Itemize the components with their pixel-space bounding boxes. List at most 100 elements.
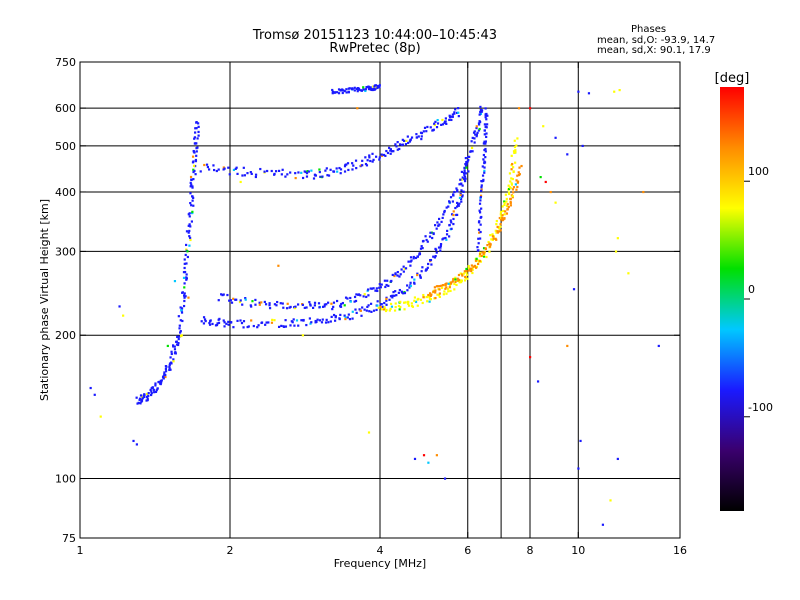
echo-point	[357, 87, 361, 90]
echo-point	[396, 148, 399, 151]
echo-point	[242, 320, 246, 323]
echo-point	[478, 259, 481, 263]
echo-point	[364, 89, 367, 93]
echo-point	[310, 321, 313, 324]
echo-point	[418, 252, 422, 255]
echo-point	[484, 125, 487, 128]
echo-point	[168, 365, 171, 369]
echo-point	[378, 156, 381, 159]
echo-point	[122, 314, 125, 317]
echo-point	[238, 300, 242, 304]
echo-point	[381, 305, 385, 308]
echo-point	[642, 190, 645, 194]
echo-point	[217, 168, 220, 171]
echo-point	[366, 159, 369, 162]
echo-point	[482, 178, 485, 181]
echo-point	[336, 91, 339, 94]
echo-point	[480, 186, 483, 189]
echo-point	[517, 171, 520, 174]
echo-point	[449, 115, 452, 118]
x-axis-label: Frequency [MHz]	[334, 557, 426, 570]
echo-point	[476, 131, 479, 134]
echo-point	[301, 176, 305, 180]
echo-point	[517, 107, 521, 110]
echo-point	[202, 322, 206, 325]
echo-point	[483, 161, 486, 165]
echo-point	[409, 264, 412, 267]
echo-point	[367, 87, 371, 91]
echo-point	[265, 321, 268, 324]
echo-point	[420, 135, 423, 138]
echo-point	[475, 135, 478, 138]
echo-point	[177, 315, 180, 318]
echo-point	[554, 201, 557, 204]
echo-point	[195, 127, 198, 130]
echo-point	[293, 324, 296, 327]
y-tick-label: 400	[55, 186, 76, 199]
echo-point	[425, 295, 429, 299]
echo-point	[193, 137, 196, 140]
echo-point	[514, 149, 517, 152]
echo-point	[389, 307, 392, 310]
echo-point	[473, 264, 476, 268]
echo-point	[289, 171, 292, 174]
echo-point	[378, 84, 381, 87]
echo-point	[394, 290, 397, 293]
echo-point	[461, 184, 464, 187]
echo-point	[383, 306, 386, 309]
echo-point	[139, 394, 143, 397]
echo-point	[254, 175, 257, 179]
echo-point	[439, 249, 442, 252]
echo-point	[176, 343, 180, 347]
echo-point	[407, 260, 410, 263]
echo-point	[484, 150, 487, 153]
echo-point	[286, 302, 289, 305]
echo-point	[420, 245, 423, 248]
echo-point	[250, 305, 253, 308]
echo-point	[429, 294, 432, 297]
echo-point	[378, 158, 381, 161]
echo-point	[395, 145, 398, 148]
echo-point	[478, 231, 481, 234]
echo-point	[339, 168, 343, 171]
echo-point	[273, 303, 277, 306]
echo-point	[404, 267, 408, 270]
echo-point	[457, 204, 460, 207]
echo-point	[156, 387, 159, 390]
echo-point	[436, 293, 439, 296]
echo-point	[479, 223, 482, 226]
echo-point	[191, 195, 194, 198]
echo-point	[459, 178, 462, 181]
echo-point	[360, 314, 363, 317]
echo-point	[477, 237, 480, 240]
echo-point	[226, 293, 229, 297]
echo-point	[434, 254, 437, 258]
echo-point	[609, 499, 612, 502]
echo-point	[307, 170, 310, 173]
echo-point	[507, 192, 511, 196]
echo-point	[463, 175, 467, 178]
echo-point	[503, 200, 506, 203]
echo-point	[483, 148, 486, 152]
echo-point	[407, 302, 410, 306]
echo-point	[486, 114, 489, 117]
echo-point	[354, 159, 358, 162]
echo-point	[461, 273, 464, 276]
echo-point	[422, 293, 425, 297]
echo-point	[405, 139, 408, 142]
echo-point	[484, 140, 487, 143]
echo-point	[191, 155, 195, 158]
echo-point	[419, 298, 423, 301]
echo-point	[511, 162, 514, 166]
echo-point	[264, 323, 267, 326]
echo-point	[478, 202, 482, 205]
echo-point	[486, 244, 489, 247]
echo-point	[418, 274, 422, 277]
echo-point	[454, 206, 457, 210]
echo-point	[344, 296, 348, 299]
echo-point	[338, 317, 341, 321]
echo-point	[301, 334, 305, 337]
echo-point	[249, 171, 252, 174]
echo-point	[308, 301, 311, 304]
echo-point	[439, 246, 442, 249]
